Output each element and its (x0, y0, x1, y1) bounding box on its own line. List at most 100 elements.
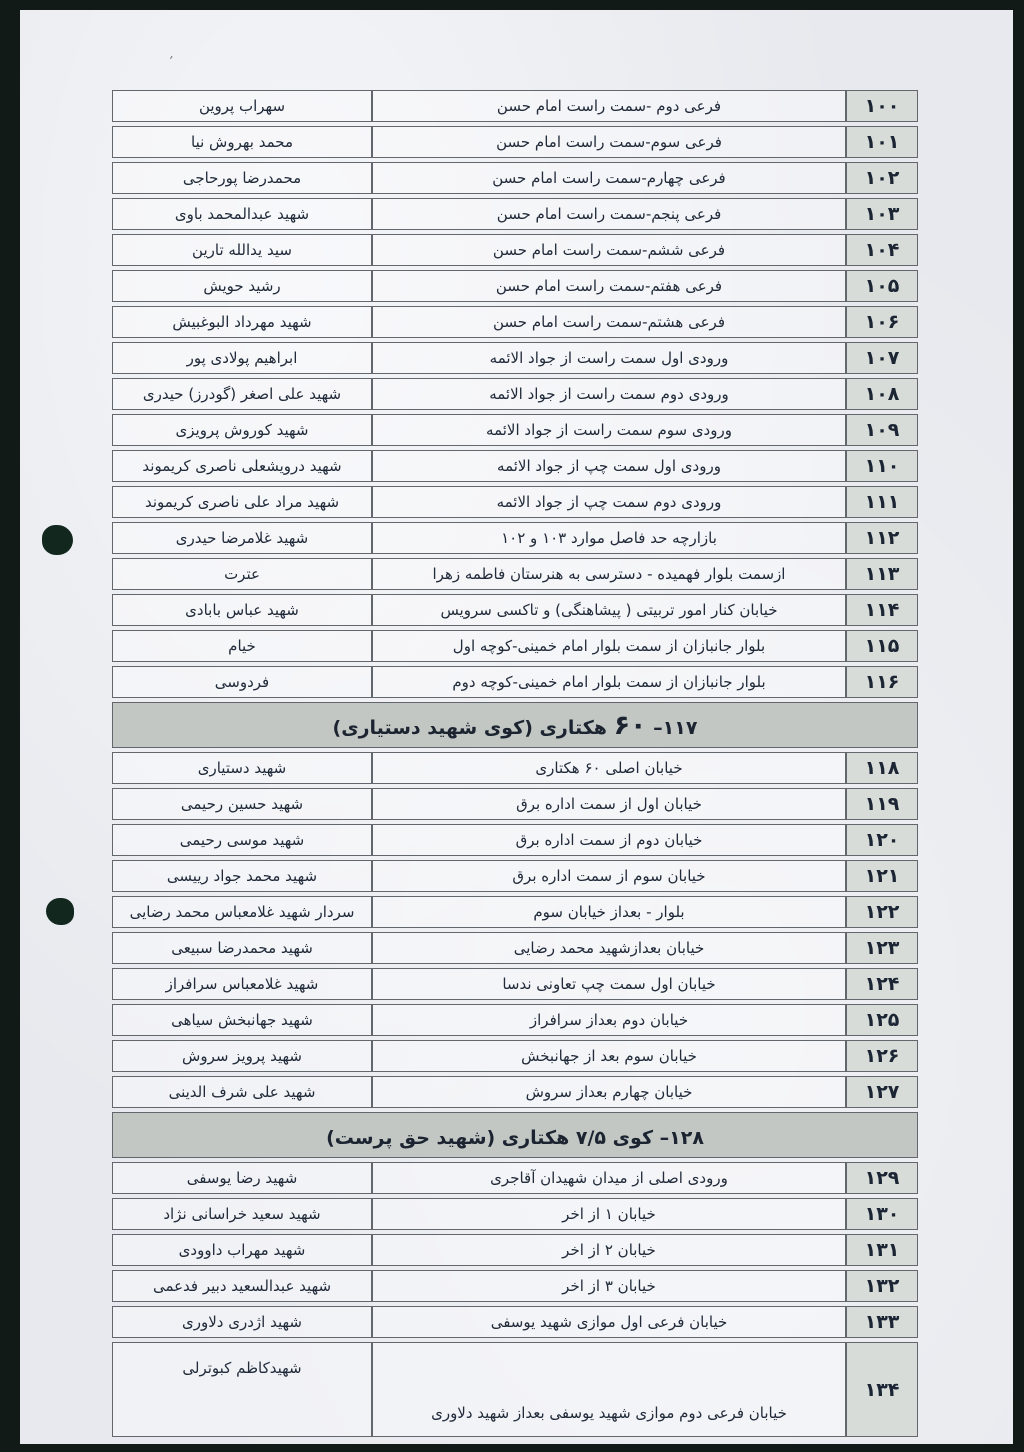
table-row: ۱۰۶ فرعی هشتم-سمت راست امام حسن شهید مهر… (112, 306, 918, 338)
section-prefix: ۱۲۸– کوی ۷/۵ هکتاری (شهید حق پرست) (326, 1126, 704, 1149)
row-number: ۱۲۷ (846, 1076, 918, 1108)
row-description: فرعی هفتم-سمت راست امام حسن (372, 270, 846, 302)
row-number: ۱۰۴ (846, 234, 918, 266)
row-number: ۱۳۲ (846, 1270, 918, 1302)
row-name: شهید حسین رحیمی (112, 788, 372, 820)
row-description: ورودی اصلی از میدان شهیدان آقاجری (372, 1162, 846, 1194)
row-name: شهید جهانبخش سیاهی (112, 1004, 372, 1036)
table-row: ۱۲۷ خیابان چهارم بعداز سروش شهید علی شرف… (112, 1076, 918, 1108)
row-number: ۱۰۶ (846, 306, 918, 338)
row-description: ورودی دوم سمت چپ از جواد الائمه (372, 486, 846, 518)
table-row: ۱۰۵ فرعی هفتم-سمت راست امام حسن رشید حوی… (112, 270, 918, 302)
table-row: ۱۲۳ خیابان بعدازشهید محمد رضایی شهید محم… (112, 932, 918, 964)
row-name: شهید غلامرضا حیدری (112, 522, 372, 554)
row-number: ۱۱۵ (846, 630, 918, 662)
street-name-table: ۱۰۰ فرعی دوم -سمت راست امام حسن سهراب پر… (112, 86, 918, 1441)
row-name: شهید عبدالمحمد باوی (112, 198, 372, 230)
row-description: خیابان فرعی دوم موازی شهید یوسفی بعداز ش… (372, 1342, 846, 1437)
row-description: فرعی سوم-سمت راست امام حسن (372, 126, 846, 158)
table-row: ۱۱۹ خیابان اول از سمت اداره برق شهید حسی… (112, 788, 918, 820)
section-header-row: ۱۲۸– کوی ۷/۵ هکتاری (شهید حق پرست) (112, 1112, 918, 1158)
row-number: ۱۲۴ (846, 968, 918, 1000)
row-number: ۱۱۴ (846, 594, 918, 626)
punch-hole-bottom (46, 898, 74, 925)
row-description: فرعی دوم -سمت راست امام حسن (372, 90, 846, 122)
row-description: بلوار - بعداز خیابان سوم (372, 896, 846, 928)
row-name: سهراب پروین (112, 90, 372, 122)
row-number: ۱۱۸ (846, 752, 918, 784)
table-row: ۱۳۰ خیابان ۱ از اخر شهید سعید خراسانی نژ… (112, 1198, 918, 1230)
table-row: ۱۰۳ فرعی پنجم-سمت راست امام حسن شهید عبد… (112, 198, 918, 230)
table-row: ۱۲۶ خیابان سوم بعد از جهانبخش شهید پرویز… (112, 1040, 918, 1072)
table-row: ۱۳۲ خیابان ۳ از اخر شهید عبدالسعید دبیر … (112, 1270, 918, 1302)
table-row: ۱۰۴ فرعی ششم-سمت راست امام حسن سید یدالل… (112, 234, 918, 266)
row-name: شهید رضا یوسفی (112, 1162, 372, 1194)
row-number: ۱۰۱ (846, 126, 918, 158)
row-name: عترت (112, 558, 372, 590)
row-description: فرعی هشتم-سمت راست امام حسن (372, 306, 846, 338)
row-description: خیابان ۱ از اخر (372, 1198, 846, 1230)
row-name: سردار شهید غلامعباس محمد رضایی (112, 896, 372, 928)
row-description: خیابان اول از سمت اداره برق (372, 788, 846, 820)
row-name: شهید سعید خراسانی نژاد (112, 1198, 372, 1230)
section-header-row: ۱۱۷– ۶۰ هکتاری (کوی شهید دستیاری) (112, 702, 918, 748)
table-row: ۱۰۲ فرعی چهارم-سمت راست امام حسن محمدرضا… (112, 162, 918, 194)
table-row: ۱۱۳ ازسمت بلوار فهمیده - دسترسی به هنرست… (112, 558, 918, 590)
table-row: ۱۱۴ خیابان کنار امور تربیتی ( پیشاهنگی) … (112, 594, 918, 626)
row-description: خیابان دوم بعداز سرافراز (372, 1004, 846, 1036)
row-number: ۱۳۴ (846, 1342, 918, 1437)
row-number: ۱۲۲ (846, 896, 918, 928)
table-row: ۱۲۱ خیابان سوم از سمت اداره برق شهید محم… (112, 860, 918, 892)
row-number: ۱۱۰ (846, 450, 918, 482)
street-table-container: ۱۰۰ فرعی دوم -سمت راست امام حسن سهراب پر… (112, 86, 918, 1441)
table-row: ۱۱۲ بازارچه حد فاصل موارد ۱۰۳ و ۱۰۲ شهید… (112, 522, 918, 554)
street-table-body: ۱۰۰ فرعی دوم -سمت راست امام حسن سهراب پر… (112, 90, 918, 1437)
table-row: ۱۱۶ بلوار جانبازان از سمت بلوار امام خمی… (112, 666, 918, 698)
row-number: ۱۳۳ (846, 1306, 918, 1338)
table-row: ۱۲۹ ورودی اصلی از میدان شهیدان آقاجری شه… (112, 1162, 918, 1194)
table-row: ۱۰۹ ورودی سوم سمت راست از جواد الائمه شه… (112, 414, 918, 446)
table-row: ۱۲۰ خیابان دوم از سمت اداره برق شهید موس… (112, 824, 918, 856)
row-description: ورودی اول سمت راست از جواد الائمه (372, 342, 846, 374)
row-number: ۱۰۷ (846, 342, 918, 374)
table-row: ۱۱۰ ورودی اول سمت چپ از جواد الائمه شهید… (112, 450, 918, 482)
row-number: ۱۲۱ (846, 860, 918, 892)
row-description: خیابان کنار امور تربیتی ( پیشاهنگی) و تا… (372, 594, 846, 626)
row-description: فرعی پنجم-سمت راست امام حسن (372, 198, 846, 230)
row-description: خیابان ۳ از اخر (372, 1270, 846, 1302)
row-number: ۱۲۰ (846, 824, 918, 856)
row-number: ۱۳۱ (846, 1234, 918, 1266)
row-name: شهید عبدالسعید دبیر فدعمی (112, 1270, 372, 1302)
table-row: ۱۳۴ خیابان فرعی دوم موازی شهید یوسفی بعد… (112, 1342, 918, 1437)
row-description: ورودی دوم سمت راست از جواد الائمه (372, 378, 846, 410)
section-header: ۱۲۸– کوی ۷/۵ هکتاری (شهید حق پرست) (112, 1112, 918, 1158)
table-row: ۱۲۴ خیابان اول سمت چپ تعاونی ندسا شهید غ… (112, 968, 918, 1000)
row-name: محمد بهروش نیا (112, 126, 372, 158)
row-name: شهیدکاظم کبوترلی (112, 1342, 372, 1437)
row-number: ۱۲۹ (846, 1162, 918, 1194)
table-row: ۱۱۱ ورودی دوم سمت چپ از جواد الائمه شهید… (112, 486, 918, 518)
row-number: ۱۰۰ (846, 90, 918, 122)
row-number: ۱۰۲ (846, 162, 918, 194)
row-description: خیابان دوم از سمت اداره برق (372, 824, 846, 856)
row-number: ۱۳۰ (846, 1198, 918, 1230)
row-description: خیابان سوم از سمت اداره برق (372, 860, 846, 892)
row-description: خیابان سوم بعد از جهانبخش (372, 1040, 846, 1072)
paper-sheet: ٬ ۱۰۰ فرعی دوم -سمت راست امام حسن سهراب … (20, 10, 1013, 1444)
row-name: محمدرضا پورحاجی (112, 162, 372, 194)
row-number: ۱۰۵ (846, 270, 918, 302)
section-big-number: ۶۰ (613, 709, 647, 741)
row-number: ۱۱۲ (846, 522, 918, 554)
row-number: ۱۲۳ (846, 932, 918, 964)
table-row: ۱۰۰ فرعی دوم -سمت راست امام حسن سهراب پر… (112, 90, 918, 122)
row-number: ۱۲۶ (846, 1040, 918, 1072)
row-description: فرعی ششم-سمت راست امام حسن (372, 234, 846, 266)
scan-speck: ٬ (166, 53, 175, 71)
row-number: ۱۱۹ (846, 788, 918, 820)
punch-hole-top (42, 525, 73, 555)
row-name: شهید مهراب داوودی (112, 1234, 372, 1266)
table-row: ۱۰۸ ورودی دوم سمت راست از جواد الائمه شه… (112, 378, 918, 410)
row-description: بازارچه حد فاصل موارد ۱۰۳ و ۱۰۲ (372, 522, 846, 554)
row-description: خیابان اصلی ۶۰ هکتاری (372, 752, 846, 784)
row-number: ۱۲۵ (846, 1004, 918, 1036)
